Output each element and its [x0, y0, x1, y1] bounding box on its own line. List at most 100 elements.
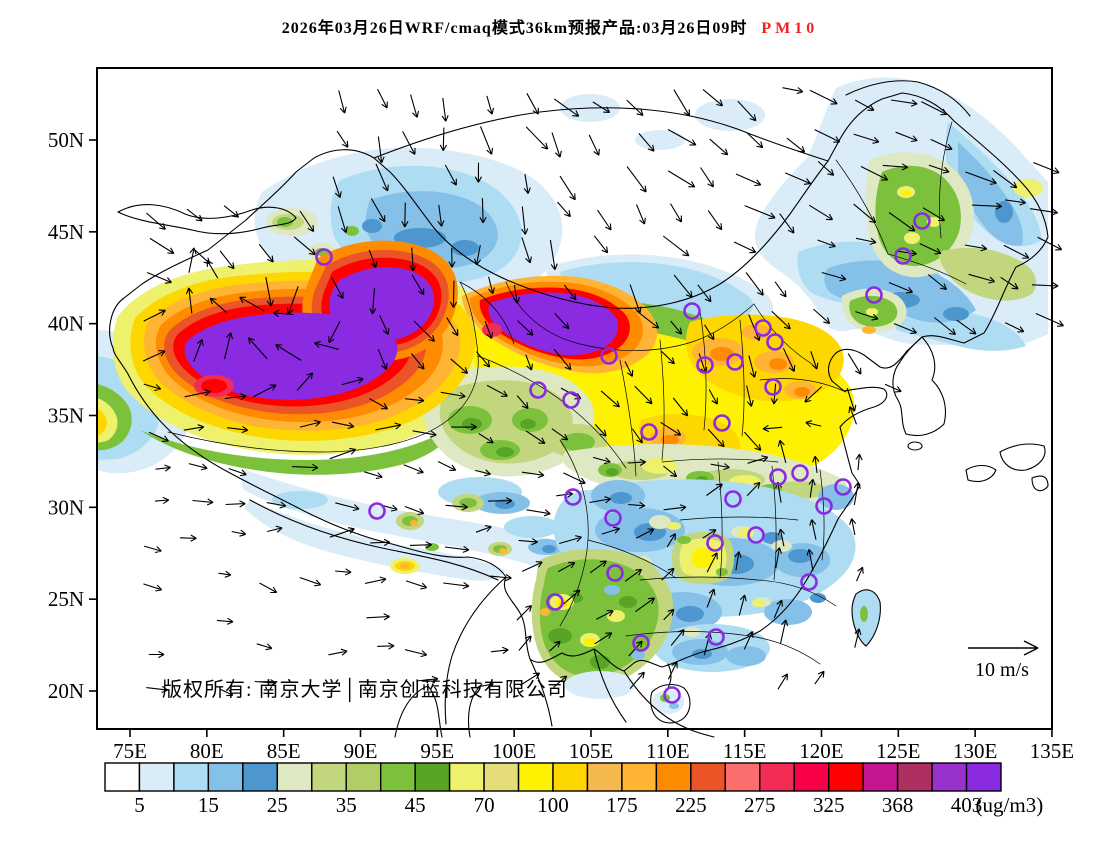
colorbar-cell: [207, 762, 244, 792]
lat-tick-label: 50N: [48, 128, 84, 152]
pollutant-label: PM10: [761, 20, 819, 37]
colorbar-cell: [311, 762, 347, 792]
city-marker: [600, 347, 618, 365]
colorbar-cell: [931, 762, 968, 792]
city-marker: [834, 478, 852, 496]
colorbar-tick-label: 100: [537, 793, 569, 817]
colorbar-cell: [483, 762, 520, 792]
lon-tick-label: 75E: [113, 739, 147, 763]
coastline-layer: [109, 80, 1049, 738]
colorbar-tick-label: 15: [198, 793, 219, 817]
city-marker: [315, 248, 333, 266]
colorbar-unit-label: (ug/m3): [976, 793, 1044, 817]
city-marker: [604, 509, 622, 527]
lat-tick-label: 35N: [48, 403, 84, 427]
colorbar-tick-label: 45: [405, 793, 426, 817]
colorbar-tick-label: 35: [336, 793, 357, 817]
city-marker: [913, 212, 931, 230]
colorbar-cell: [621, 762, 658, 792]
lon-tick-label: 85E: [267, 739, 301, 763]
city-markers-layer: [315, 212, 931, 704]
contour-layer: [97, 77, 1048, 714]
colorbar-tick-label: 368: [882, 793, 914, 817]
city-marker: [683, 302, 701, 320]
copyright-label: 版权所有: 南京大学│南京创蓝科技有限公司: [162, 677, 568, 703]
colorbar-tick-label: 25: [267, 793, 288, 817]
colorbar-cell: [104, 762, 141, 792]
colorbar-cell: [896, 762, 933, 792]
city-marker: [632, 634, 650, 652]
colorbar-cell: [173, 762, 210, 792]
lat-tick-label: 25N: [48, 587, 84, 611]
colorbar-tick-label: 70: [474, 793, 495, 817]
colorbar-tick-label: 175: [606, 793, 638, 817]
city-marker: [747, 526, 765, 544]
lon-tick-label: 125E: [876, 739, 920, 763]
map-frame: [96, 67, 1053, 730]
city-marker: [766, 333, 784, 351]
colorbar-cell: [552, 762, 589, 792]
colorbar-tick-label: 5: [134, 793, 145, 817]
colorbar-cell: [138, 762, 175, 792]
city-marker: [713, 414, 731, 432]
wind-scale: 10 m/s: [968, 640, 1039, 681]
city-marker: [562, 391, 580, 409]
city-marker: [769, 468, 787, 486]
colorbar-tick-label: 225: [675, 793, 707, 817]
lat-tick-label: 40N: [48, 312, 84, 336]
city-marker: [606, 564, 624, 582]
title-text: 2026年03月26日WRF/cmaq模式36km预报产品:03月26日09时: [281, 20, 748, 37]
lon-tick-label: 130E: [953, 739, 997, 763]
colorbar-cell: [517, 762, 554, 792]
city-marker: [663, 686, 681, 704]
colorbar-cell: [724, 762, 761, 792]
city-marker: [815, 497, 833, 515]
colorbar-cell: [759, 762, 795, 792]
city-marker: [726, 353, 744, 371]
colorbar-tick-label: 403: [951, 793, 983, 817]
city-marker: [368, 502, 386, 520]
city-marker: [865, 286, 883, 304]
lon-tick-label: 120E: [799, 739, 843, 763]
colorbar-cell: [862, 762, 899, 792]
colorbar-cell: [655, 762, 692, 792]
lon-tick-label: 90E: [344, 739, 378, 763]
lat-tick-label: 20N: [48, 679, 84, 703]
lon-tick-label: 95E: [420, 739, 454, 763]
city-marker: [764, 378, 782, 396]
city-marker: [564, 488, 582, 506]
city-marker: [894, 247, 912, 265]
city-marker: [706, 534, 724, 552]
colorbar-cell: [827, 762, 864, 792]
colorbar-cell: [793, 762, 830, 792]
axes-layer: 50N 45N 40N 35N 30N 25N 20N 75E 80E 85E 90E 95E 100E…: [48, 128, 1074, 763]
lon-tick-label: 135E: [1030, 739, 1074, 763]
colorbar-cell: [276, 762, 313, 792]
lon-tick-label: 100E: [492, 739, 536, 763]
colorbar-cell: [448, 762, 485, 792]
lon-tick-label: 115E: [723, 739, 767, 763]
wind-scale-arrow-icon: [968, 640, 1039, 656]
lon-tick-label: 110E: [646, 739, 690, 763]
city-marker: [546, 593, 564, 611]
page-title: 2026年03月26日WRF/cmaq模式36km预报产品:03月26日09时 P…: [0, 14, 1100, 38]
colorbar-cell: [345, 762, 382, 792]
colorbar-cell: [414, 762, 451, 792]
colorbar-tick-label: 325: [813, 793, 845, 817]
lat-tick-label: 45N: [48, 220, 84, 244]
city-marker: [529, 381, 547, 399]
colorbar-cell: [586, 762, 623, 792]
wind-scale-label: 10 m/s: [975, 659, 1029, 681]
colorbar-cell: [690, 762, 727, 792]
colorbar-cell: [965, 762, 1002, 792]
city-marker: [640, 423, 658, 441]
colorbar-cell: [379, 762, 416, 792]
colorbar-cell: [242, 762, 279, 792]
city-marker: [791, 464, 809, 482]
city-marker: [754, 319, 772, 337]
city-marker: [800, 573, 818, 591]
city-marker: [707, 628, 725, 646]
lat-tick-label: 30N: [48, 495, 84, 519]
